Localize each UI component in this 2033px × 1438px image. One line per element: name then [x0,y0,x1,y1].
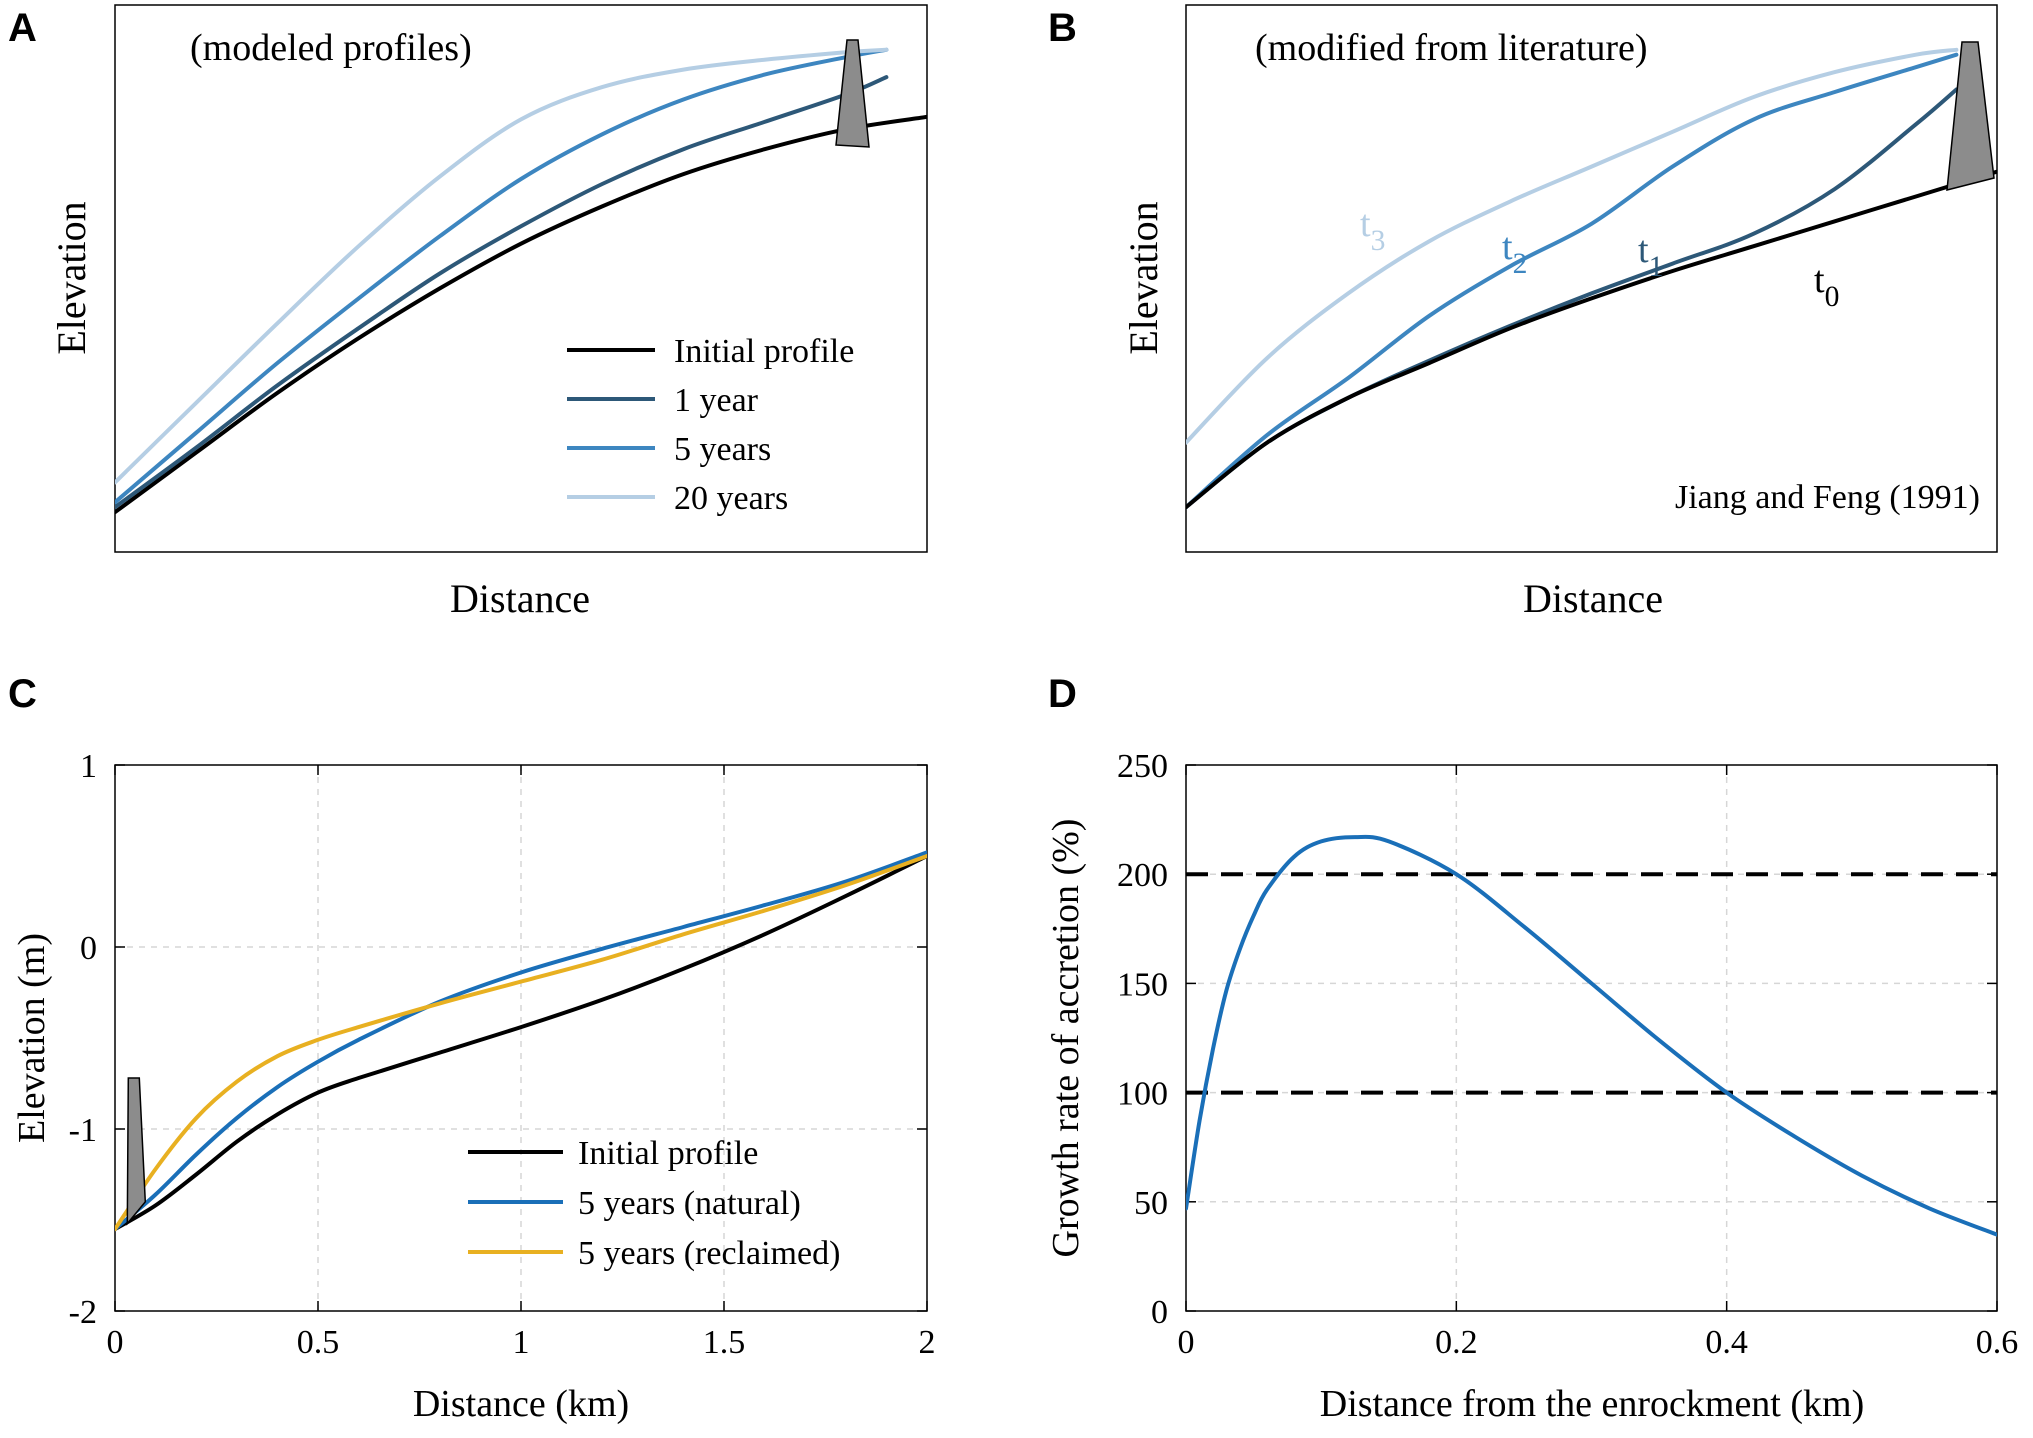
panel-c-xlabel: Distance (km) [413,1383,629,1425]
panel-d-xtick-label-2: 0.4 [1705,1324,1748,1361]
panel-d-ytick-label-1: 50 [1134,1185,1168,1222]
panel-b-ylabel: Elevation [1121,201,1166,354]
panel-c-ytick-label-2: 0 [80,930,97,967]
panel-d-ytick-label-5: 250 [1117,748,1168,785]
panel-c-ytick-label-1: -1 [69,1112,97,1149]
panel-c-legend-label-5-years-reclaimed: 5 years (reclaimed) [578,1235,840,1272]
panel-b-line-t3 [1186,47,1959,445]
panel-c-ylabel: Elevation (m) [11,933,53,1143]
panel-c-line-5-years-natural [115,850,927,1232]
panel-a-enrockment [835,39,870,148]
panel-b-frame [1185,4,1998,553]
panel-a-line-20-years [115,47,889,485]
panel-c-line-initial-profile [115,854,927,1232]
panel-b-citation: Jiang and Feng (1991) [1675,479,1980,516]
panel-a-legend-label-initial-profile: Initial profile [674,333,854,370]
panel-c-legend-label-5-years-natural: 5 years (natural) [578,1185,801,1222]
panel-c-frame [114,764,928,1312]
panel-a-line-initial-profile [115,114,927,515]
panel-c-enrockment [126,1077,147,1226]
panel-label-d: D [1048,672,1077,716]
panel-c-xtick-label-1: 0.5 [297,1324,340,1361]
panel-a-legend-label-5-years: 5 years [674,431,771,468]
panel-b-curve-label-t0: t0 [1814,259,1839,313]
panel-d-ytick-label-4: 200 [1117,857,1168,894]
panel-d-line-growth-rate [1186,834,1997,1237]
panel-c-line-5-years-reclaimed [115,854,927,1232]
panel-d-xtick-label-0: 0 [1178,1324,1195,1361]
panel-a-xlabel: Distance [450,576,590,621]
panel-a-annotation: (modeled profiles) [190,27,472,69]
panel-d-ytick-label-0: 0 [1151,1294,1168,1331]
panel-c-xtick-label-4: 2 [919,1324,936,1361]
panel-a-line-1-year [115,75,889,510]
panel-b-curve-label-t2: t2 [1502,226,1527,280]
panel-label-c: C [8,672,37,716]
panel-a-legend-label-20-years: 20 years [674,480,788,517]
panel-c-legend-label-initial-profile: Initial profile [578,1135,758,1172]
panel-a-line-5-years [115,47,889,505]
panel-d-ytick-label-2: 100 [1117,1076,1168,1113]
panel-b-annotation: (modified from literature) [1255,27,1648,69]
panel-d-ytick-label-3: 150 [1117,966,1168,1003]
panel-d-xlabel: Distance from the enrockment (km) [1320,1383,1864,1425]
panel-d-frame [1185,764,1998,1312]
panel-b-line-t2 [1186,52,1959,510]
panel-d-xtick-label-1: 0.2 [1435,1324,1478,1361]
panel-d-ylabel: Growth rate of accretion (%) [1045,819,1087,1258]
panel-a-legend-label-1-year: 1 year [674,382,759,419]
panel-a-frame [114,4,928,553]
panel-c-xtick-label-2: 1 [513,1324,530,1361]
panel-d-xtick-label-3: 0.6 [1976,1324,2019,1361]
panel-b-curve-label-t1: t1 [1638,229,1663,283]
panel-c-xtick-label-3: 1.5 [703,1324,746,1361]
panel-c-ytick-label-0: -2 [69,1294,97,1331]
panel-b-line-t0 [1186,169,1997,510]
panel-b-xlabel: Distance [1523,576,1663,621]
panel-label-a: A [8,6,37,50]
panel-label-b: B [1048,6,1077,50]
panel-b-enrockment [1946,41,1995,191]
panel-c-xtick-label-0: 0 [107,1324,124,1361]
panel-b-line-t1 [1186,87,1959,510]
panel-c-ytick-label-3: 1 [80,748,97,785]
panel-a-ylabel: Elevation [49,201,94,354]
panel-b-curve-label-t3: t3 [1360,203,1385,257]
